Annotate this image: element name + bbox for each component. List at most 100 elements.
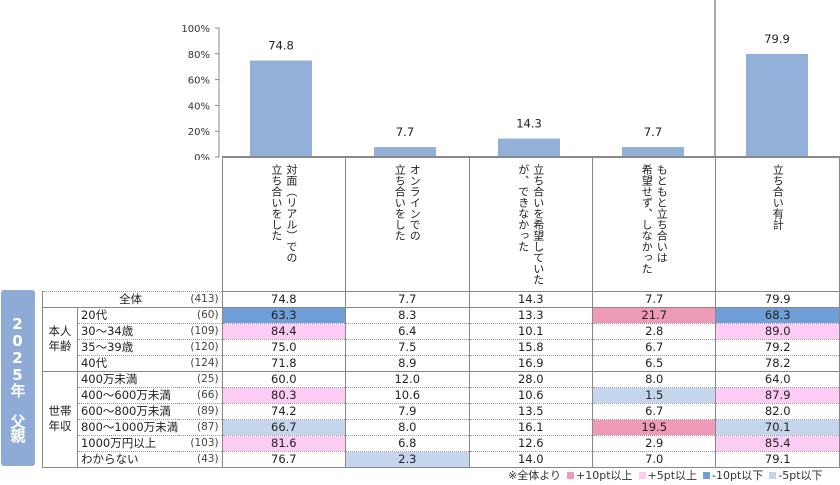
data-label: 14.3	[516, 117, 542, 131]
sample-size: (120)	[178, 339, 223, 356]
row-label: 400万未満	[77, 371, 179, 388]
y-tick-label: 0%	[194, 153, 210, 160]
value-cell: 79.2	[715, 339, 840, 356]
value-cell: 7.0	[591, 451, 717, 468]
legend-label: -10pt以下	[712, 469, 764, 482]
header-line: 対面（リアル）での	[284, 164, 298, 263]
header-line: 立ち合い有計	[771, 164, 785, 230]
bar	[374, 147, 436, 157]
y-tick-label: 80%	[188, 50, 210, 61]
value-cell: 60.0	[221, 371, 347, 388]
header-line: 立ち合いを希望していた	[531, 164, 545, 285]
value-cell: 10.1	[468, 323, 594, 340]
value-cell: 75.0	[221, 339, 347, 356]
value-cell: 10.6	[468, 387, 594, 404]
bar-chart: 0% 20% 40% 60% 80% 100% 74.8 7.7 14.3 7.7 79.9	[181, 0, 808, 160]
value-cell: 7.5	[345, 339, 470, 356]
value-cell: 6.5	[591, 355, 717, 372]
sample-size: (43)	[178, 451, 223, 468]
value-cell: 64.0	[715, 371, 840, 388]
legend: ※全体より +10pt以上 +5pt以上 -10pt以下 -5pt以下	[508, 469, 823, 483]
value-cell: 76.7	[221, 451, 347, 468]
value-cell: 16.1	[468, 419, 594, 436]
value-cell: 8.0	[591, 371, 717, 388]
value-cell: 16.9	[468, 355, 594, 372]
bar	[622, 147, 684, 157]
value-cell: 6.4	[345, 323, 470, 340]
data-label: 79.9	[764, 32, 790, 46]
value-cell: 87.9	[715, 387, 840, 404]
value-cell: 7.7	[591, 291, 717, 308]
sample-size: (89)	[178, 403, 223, 420]
value-cell: 2.9	[591, 435, 717, 452]
value-cell: 8.9	[345, 355, 470, 372]
header-line: が、できなかった	[516, 164, 530, 252]
value-cell: 14.3	[468, 291, 594, 308]
data-label: 7.7	[396, 125, 414, 139]
value-cell: 71.8	[221, 355, 347, 372]
table-row: 1000万円以上 (103) 81.6 6.8 12.6 2.9 85.4	[43, 435, 840, 452]
header-line: オンラインでの	[408, 164, 422, 241]
table-row: 世帯年収 400万未満 (25) 60.0 12.0 28.0 8.0 64.0	[42, 370, 840, 468]
group-label: 世帯年収	[42, 370, 78, 468]
table-row: 本人年齢 20代 (60) 63.3 8.3 13.3 21.7 68.3	[42, 306, 840, 372]
table-row: 40代 (124) 71.8 8.9 16.9 6.5 78.2	[43, 355, 840, 372]
value-cell: 79.9	[715, 291, 840, 308]
value-cell: 81.6	[221, 435, 347, 452]
table-row: 35～39歳 (120) 75.0 7.5 15.8 6.7 79.2	[43, 339, 840, 356]
value-cell: 1.5	[591, 387, 717, 404]
value-cell: 80.3	[221, 387, 347, 404]
table-row: わからない (43) 76.7 2.3 14.0 7.0 79.1	[43, 451, 840, 468]
y-tick-label: 40%	[188, 101, 210, 112]
row-label: わからない	[77, 451, 179, 468]
value-cell: 66.7	[221, 419, 347, 436]
row-label: 40代	[77, 355, 179, 372]
header-line: 立ち合いをした	[269, 164, 283, 241]
value-cell: 82.0	[715, 403, 840, 420]
value-cell: 79.1	[715, 451, 840, 468]
sample-size: (66)	[178, 387, 223, 404]
value-cell: 68.3	[715, 307, 840, 324]
value-cell: 6.7	[591, 339, 717, 356]
sample-size: (25)	[178, 371, 223, 388]
y-tick-label: 60%	[188, 76, 210, 87]
value-cell: 84.4	[221, 323, 347, 340]
sample-size: (103)	[178, 435, 223, 452]
data-label: 7.7	[644, 125, 662, 139]
data-table: 対面（リアル）での 立ち合いをした オンラインでの 立ち合いをした 立ち合いを希望してい…	[42, 156, 840, 468]
column-header: 対面（リアル）での 立ち合いをした	[221, 156, 347, 292]
table-row: 30～34歳 (109) 84.4 6.4 10.1 2.8 89.0	[43, 323, 840, 340]
value-cell: 78.2	[715, 355, 840, 372]
table-row: 800～1000万未満 (87) 66.7 8.0 16.1 19.5 70.1	[43, 419, 840, 436]
row-label: 35～39歳	[77, 339, 179, 356]
value-cell: 6.7	[591, 403, 717, 420]
y-tick-label: 100%	[181, 24, 210, 35]
segment-badge: 2025年 父親	[1, 290, 35, 466]
value-cell: 8.0	[345, 419, 470, 436]
value-cell: 12.0	[345, 371, 470, 388]
value-cell: 2.8	[591, 323, 717, 340]
row-label: 1000万円以上	[77, 435, 179, 452]
legend-swatch	[703, 472, 711, 479]
legend-swatch	[638, 472, 646, 479]
value-cell: 15.8	[468, 339, 594, 356]
column-header: もともと立ち合いは 希望せず、しなかった	[591, 156, 717, 292]
value-cell: 2.3	[345, 451, 470, 468]
legend-prefix: ※全体より	[508, 469, 561, 482]
legend-swatch	[769, 472, 777, 479]
value-cell: 70.1	[715, 419, 840, 436]
column-header: オンラインでの 立ち合いをした	[345, 156, 470, 292]
value-cell: 7.9	[345, 403, 470, 420]
sample-size: (87)	[178, 419, 223, 436]
table-row: 全体 (413) 74.8 7.7 14.3 7.7 79.9	[42, 291, 840, 308]
data-label: 74.8	[268, 39, 294, 53]
sample-size: (413)	[178, 291, 223, 308]
value-cell: 74.2	[221, 403, 347, 420]
value-cell: 74.8	[221, 291, 347, 308]
value-cell: 6.8	[345, 435, 470, 452]
row-label: 800～1000万未満	[77, 419, 179, 436]
bar	[250, 60, 312, 158]
legend-label: +5pt以上	[647, 469, 698, 482]
value-cell: 85.4	[715, 435, 840, 452]
value-cell: 89.0	[715, 323, 840, 340]
